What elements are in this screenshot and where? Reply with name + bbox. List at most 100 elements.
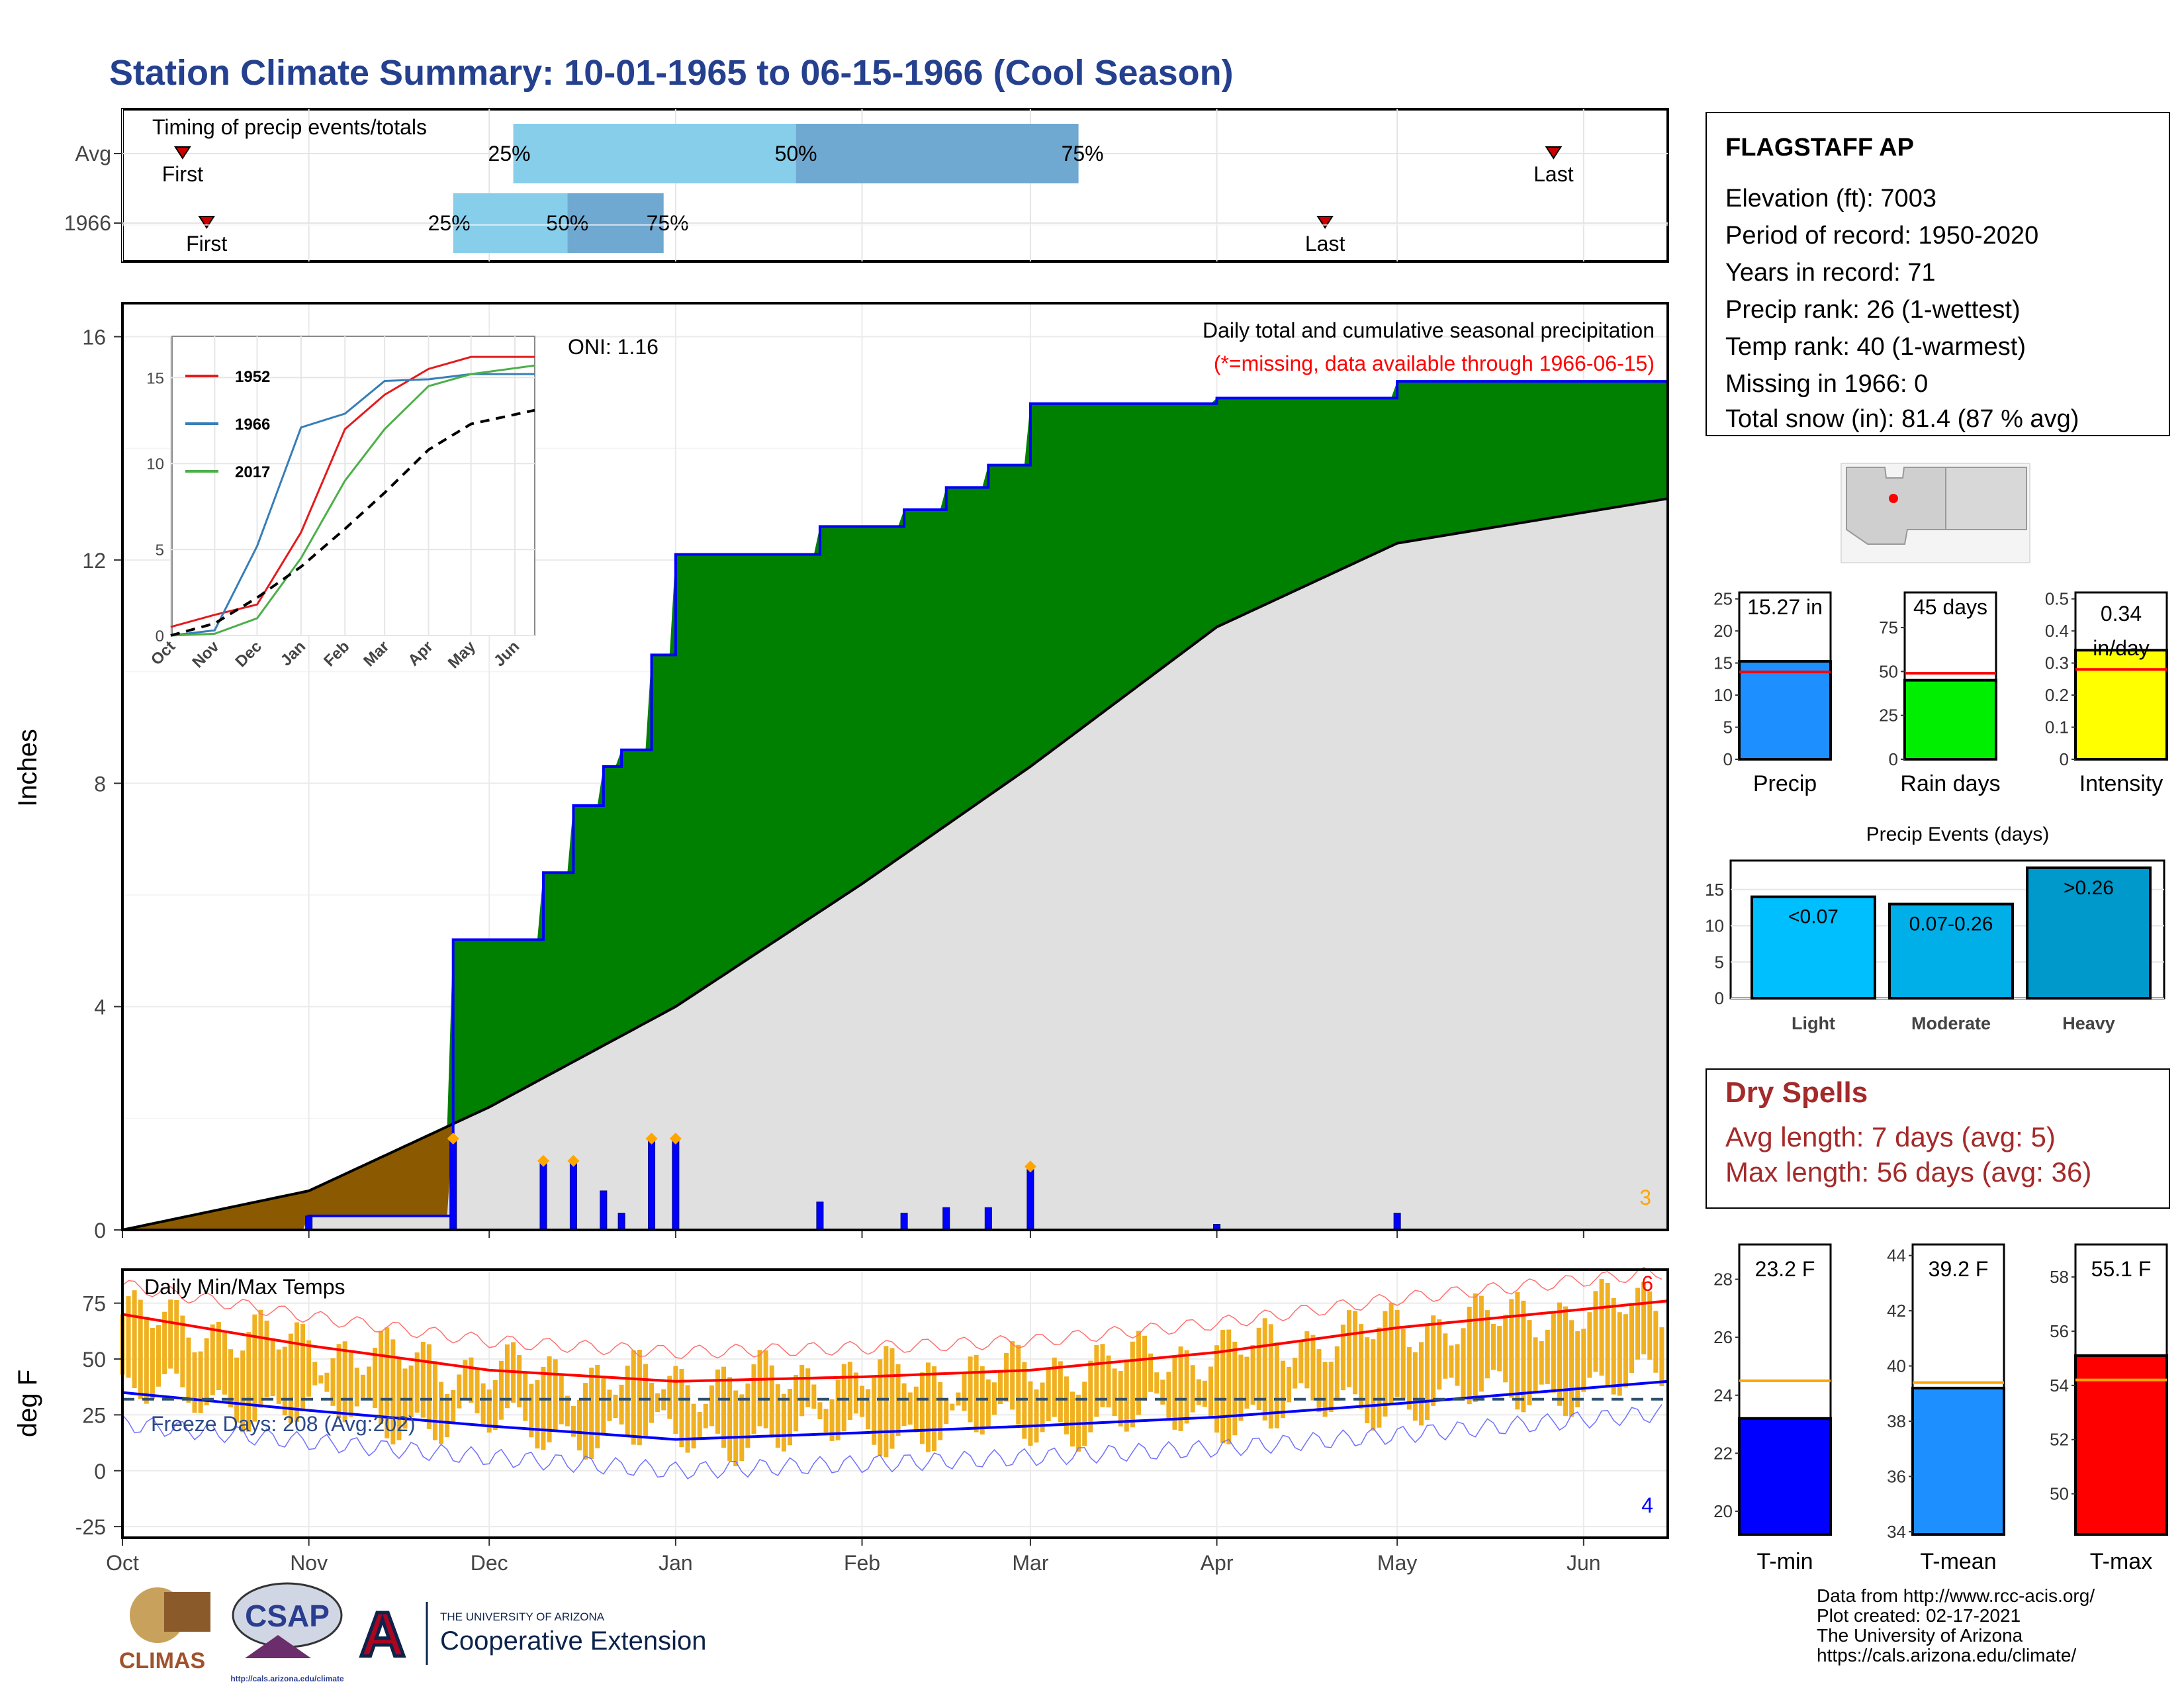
daily-temp-range-bar [1034, 1389, 1039, 1443]
daily-precip-bar [900, 1213, 908, 1231]
daily-temp-range-bar [1208, 1366, 1213, 1418]
daily-temp-range-bar [240, 1350, 246, 1432]
daily-temp-range-bar [878, 1359, 883, 1456]
daily-temp-range-bar [1353, 1311, 1358, 1395]
daily-temp-range-bar [1418, 1342, 1424, 1426]
daily-temp-range-bar [1635, 1288, 1641, 1360]
daily-temp-range-bar [1328, 1362, 1334, 1412]
daily-temp-range-bar [1160, 1380, 1165, 1405]
daily-temp-range-bar [938, 1382, 943, 1440]
daily-temp-range-bar [1112, 1368, 1117, 1417]
timing-last-label: Last [1305, 232, 1345, 256]
temp-bar-ytick-label: 40 [1887, 1356, 1906, 1376]
mini-bar-value-label: 45 days [1913, 595, 1987, 619]
daily-temp-range-bar [1058, 1361, 1063, 1423]
daily-temp-range-bar [342, 1341, 347, 1423]
daily-temp-range-bar [985, 1379, 991, 1428]
station-frame [1706, 112, 2170, 436]
daily-temp-range-bar [1136, 1331, 1141, 1415]
temp-bar-value-label: 23.2 F [1755, 1257, 1815, 1281]
daily-temp-range-bar [1533, 1337, 1538, 1394]
daily-temp-range-bar [1365, 1337, 1370, 1423]
daily-temp-range-bar [282, 1346, 287, 1416]
mini-bar-ytick-label: 25 [1713, 589, 1733, 609]
daily-temp-range-bar [1467, 1306, 1472, 1405]
daily-temp-range-bar [234, 1357, 240, 1423]
daily-temp-range-bar [847, 1362, 852, 1420]
daily-temp-range-bar [180, 1315, 185, 1387]
inset-series-line-2017 [170, 364, 535, 637]
daily-temp-range-bar [829, 1399, 835, 1441]
daily-temp-range-bar [354, 1368, 359, 1407]
temp-frame [121, 1268, 1669, 1539]
record-min-line [122, 1404, 1662, 1479]
month-tick-label: Jun [1567, 1551, 1601, 1575]
daily-temp-range-bar [1473, 1293, 1478, 1403]
daily-temp-range-bar [228, 1349, 234, 1408]
daily-temp-range-bar [1521, 1300, 1526, 1413]
daily-temp-range-bar [1406, 1346, 1412, 1410]
daily-temp-range-bar [1617, 1312, 1622, 1396]
daily-temp-range-bar [1316, 1349, 1322, 1413]
daily-temp-range-bar [1004, 1352, 1009, 1402]
dry-spells-box: Dry Spells Avg length: 7 days (avg: 5) M… [1706, 1068, 2170, 1209]
daily-temp-range-bar [439, 1382, 444, 1444]
station-line-missing: Missing in 1966: 0 [1725, 370, 1928, 398]
daily-temp-range-bar [390, 1339, 396, 1445]
daily-temp-range-bar [1256, 1327, 1261, 1411]
daily-temp-range-bar [775, 1384, 780, 1448]
mini-bar-ytick-label: 0 [2060, 749, 2069, 769]
daily-temp-range-bar [919, 1372, 925, 1444]
daily-precip-bar [816, 1201, 824, 1231]
daily-temp-range-bar [1016, 1344, 1021, 1425]
daily-temp-range-bar [432, 1360, 437, 1440]
daily-temp-range-bar [1371, 1339, 1376, 1431]
heavy-precip-marker-icon [537, 1154, 549, 1167]
daily-temp-range-bar [799, 1364, 805, 1417]
daily-temp-range-bar [1497, 1326, 1502, 1372]
daily-temp-range-bar [805, 1368, 811, 1407]
inset-legend-label: 1966 [235, 416, 270, 434]
events-xtick-label: Moderate [1911, 1013, 1991, 1033]
timing-last-marker-icon [1545, 146, 1563, 160]
daily-temp-range-bar [222, 1333, 227, 1395]
timing-bar-q50-q75 [796, 124, 1079, 183]
daily-temp-range-bar [1359, 1324, 1364, 1409]
figure-title: Station Climate Summary: 10-01-1965 to 0… [109, 53, 1234, 93]
timing-q50-label: 50% [775, 142, 817, 165]
daily-temp-range-bar [1322, 1362, 1328, 1417]
daily-temp-range-bar [1196, 1379, 1201, 1405]
daily-precip-bar [648, 1140, 656, 1231]
daily-temp-range-bar [751, 1364, 756, 1434]
daily-temp-range-bar [1509, 1299, 1514, 1398]
cumulative-precip-line [122, 380, 1668, 1231]
daily-temp-range-bar [1340, 1325, 1345, 1391]
daily-temp-range-bar [276, 1349, 281, 1404]
daily-temp-range-bar [457, 1374, 462, 1409]
daily-temp-range-bar [583, 1383, 588, 1460]
daily-temp-range-bar [210, 1324, 215, 1395]
temp-ylabel: deg F [13, 1370, 42, 1437]
daily-temp-range-bar [1394, 1309, 1400, 1397]
daily-temp-range-bar [498, 1360, 504, 1420]
daily-temp-range-bar [1383, 1311, 1388, 1417]
ua-logo-bottom: Cooperative Extension [440, 1626, 706, 1656]
temp-bar-value [2074, 1354, 2168, 1536]
mini-bar-ytick-label: 50 [1879, 661, 1898, 681]
daily-temp-range-bar [408, 1365, 414, 1417]
csap-wordmark: CSAP [245, 1599, 330, 1633]
daily-temp-range-bar [709, 1385, 714, 1427]
daily-temp-range-bar [373, 1347, 378, 1408]
month-tick-label: Jan [659, 1551, 693, 1575]
daily-temp-range-bar [318, 1375, 324, 1383]
events-title: Precip Events (days) [1866, 823, 2050, 845]
credit-plot-created: Plot created: 02-17-2021 [1817, 1605, 2021, 1626]
month-tick-label: Oct [106, 1551, 139, 1575]
daily-temp-range-bar [595, 1364, 600, 1448]
record-max-line [122, 1267, 1662, 1360]
month-tick-label: Nov [290, 1551, 328, 1575]
heavy-precip-marker-icon [447, 1133, 459, 1145]
daily-temp-range-bar [270, 1338, 275, 1397]
daily-temp-range-bar [889, 1348, 895, 1449]
temp-ytick-label: -25 [75, 1515, 106, 1539]
